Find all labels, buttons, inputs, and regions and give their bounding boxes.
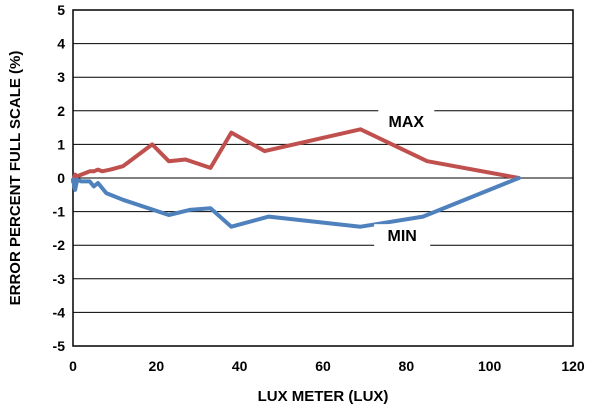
series-line-min — [71, 176, 521, 229]
y-tick-label: 1 — [57, 136, 65, 152]
series-line-max — [71, 127, 521, 184]
y-tick-label: 0 — [57, 170, 65, 186]
y-tick-label: -4 — [53, 304, 66, 320]
x-tick-label: 40 — [232, 358, 248, 374]
x-tick-label: 80 — [399, 358, 415, 374]
y-tick-label: 5 — [57, 2, 65, 18]
y-tick-label: 4 — [57, 36, 65, 52]
x-tick-label: 0 — [69, 358, 77, 374]
grid-lines — [73, 9, 573, 347]
series-label-min: MIN — [388, 228, 417, 245]
y-tick-label: -2 — [53, 237, 66, 253]
series-lines — [71, 127, 521, 229]
series-annotations: MAX MIN — [374, 109, 435, 247]
y-axis-title: ERROR PERCENT FULL SCALE (%) — [7, 51, 24, 306]
x-tick-label: 120 — [561, 358, 585, 374]
x-axis-title: LUX METER (LUX) — [258, 388, 389, 405]
x-tick-label: 100 — [478, 358, 502, 374]
series-label-max: MAX — [389, 114, 425, 131]
y-tick-label: 2 — [57, 103, 65, 119]
y-tick-label: -5 — [53, 338, 66, 354]
annotation-background — [374, 224, 431, 247]
x-tick-label: 20 — [149, 358, 165, 374]
y-tick-label: 3 — [57, 69, 65, 85]
x-tick-label: 60 — [315, 358, 331, 374]
y-tick-label: -1 — [53, 204, 66, 220]
y-tick-labels: 5 4 3 2 1 0 -1 -2 -3 -4 -5 — [53, 2, 66, 354]
y-tick-label: -3 — [53, 271, 66, 287]
annotation-background — [378, 109, 435, 132]
x-tick-labels: 0 20 40 60 80 100 120 — [69, 358, 585, 374]
